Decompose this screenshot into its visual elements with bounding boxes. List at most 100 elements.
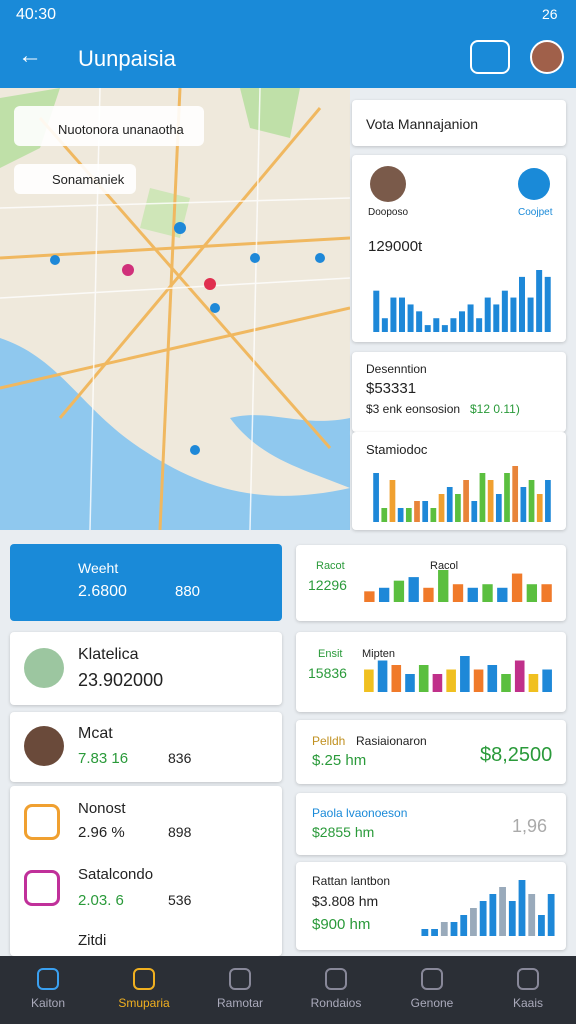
bar bbox=[438, 570, 449, 602]
bar bbox=[471, 501, 478, 522]
bar bbox=[467, 587, 478, 602]
stat-value: 129000t bbox=[368, 238, 423, 255]
bar bbox=[389, 480, 396, 522]
bar-chart bbox=[421, 880, 555, 936]
item-extra: 880 bbox=[175, 583, 201, 600]
nav-icon bbox=[133, 968, 155, 990]
bar bbox=[424, 325, 431, 332]
nav-tab[interactable]: Smuparia bbox=[96, 956, 192, 1024]
item-value: 2.6800 bbox=[78, 583, 127, 600]
action-icon[interactable] bbox=[518, 168, 550, 200]
search-card[interactable] bbox=[352, 100, 566, 146]
bar bbox=[499, 887, 506, 936]
bar bbox=[527, 297, 534, 332]
stat-note: $3 enk eonsosion bbox=[366, 402, 461, 416]
nav-label: Rondaios bbox=[310, 996, 362, 1010]
nav-tab[interactable]: Kaais bbox=[480, 956, 576, 1024]
item-value: 23.902000 bbox=[78, 670, 164, 690]
map[interactable] bbox=[0, 88, 350, 530]
bar bbox=[423, 587, 434, 602]
card-value: 15836 bbox=[308, 665, 347, 681]
item-title: Mcat bbox=[78, 725, 113, 742]
bar bbox=[405, 508, 412, 522]
nav-tab[interactable]: Rondaios bbox=[288, 956, 384, 1024]
nav-tab[interactable]: Genone bbox=[384, 956, 480, 1024]
page-title: Uunpaisia bbox=[78, 46, 176, 71]
bar bbox=[418, 665, 429, 692]
nav-label: Smuparia bbox=[118, 996, 170, 1010]
action-button[interactable] bbox=[470, 40, 510, 74]
item-title: Weeht bbox=[78, 560, 119, 576]
item-icon bbox=[24, 648, 64, 688]
bar bbox=[364, 669, 374, 692]
bar bbox=[519, 276, 525, 332]
avatar[interactable] bbox=[530, 40, 564, 74]
user-name: Dooposo bbox=[368, 207, 409, 218]
back-button[interactable]: ← bbox=[18, 42, 42, 69]
nav-tab[interactable]: Kaiton bbox=[0, 956, 96, 1024]
bar bbox=[479, 901, 487, 936]
bar bbox=[421, 929, 429, 936]
bar bbox=[446, 669, 456, 692]
map-label: Nuotonora unanaotha bbox=[58, 122, 184, 137]
bar bbox=[460, 656, 470, 692]
card-extra: $8,2500 bbox=[480, 744, 553, 766]
bar bbox=[501, 674, 511, 692]
battery: 26 bbox=[542, 6, 558, 22]
bar bbox=[407, 304, 414, 332]
bar bbox=[493, 304, 500, 332]
bar bbox=[373, 290, 380, 332]
item-value: 2.96 % bbox=[78, 824, 125, 841]
bar bbox=[479, 473, 486, 522]
bar bbox=[414, 501, 420, 522]
bar bbox=[476, 318, 483, 332]
card-value: $3.808 hm bbox=[312, 893, 379, 909]
stat-title: Stamiodoc bbox=[366, 442, 428, 457]
bar bbox=[473, 669, 484, 692]
bar bbox=[399, 297, 405, 332]
panel-title: Vota Mannajanion bbox=[366, 116, 479, 132]
bar bbox=[536, 494, 543, 522]
card-title: Racol bbox=[430, 560, 459, 572]
item-icon bbox=[24, 726, 64, 766]
action-label[interactable]: Coojpet bbox=[518, 207, 553, 218]
bar bbox=[416, 311, 423, 332]
bar bbox=[450, 922, 458, 936]
card-label: Racot bbox=[316, 560, 345, 572]
metric-card[interactable] bbox=[296, 793, 566, 855]
item-extra: 898 bbox=[168, 824, 192, 840]
bar bbox=[495, 494, 502, 522]
bar bbox=[470, 908, 477, 936]
bar bbox=[460, 915, 468, 936]
bar bbox=[512, 466, 519, 522]
card-title: Paola lvaonoeson bbox=[312, 806, 408, 820]
metric-card[interactable] bbox=[296, 720, 566, 784]
stat-card bbox=[352, 352, 566, 432]
item-title: Satalcondo bbox=[78, 866, 154, 883]
nav-label: Kaiton bbox=[30, 996, 66, 1010]
item-value: 7.83 16 bbox=[78, 750, 129, 767]
bar bbox=[390, 297, 397, 332]
bar bbox=[514, 660, 525, 692]
bar bbox=[528, 480, 535, 522]
nav-tab[interactable]: Ramotar bbox=[192, 956, 288, 1024]
card-title: Rasiaionaron bbox=[356, 734, 427, 748]
bar bbox=[497, 587, 508, 602]
nav-icon bbox=[517, 968, 539, 990]
clock: 40:30 bbox=[16, 6, 57, 23]
nav-label: Ramotar bbox=[216, 996, 263, 1010]
bar bbox=[438, 494, 445, 522]
bar bbox=[378, 587, 390, 602]
nav-icon bbox=[421, 968, 443, 990]
bar bbox=[381, 318, 388, 332]
bar bbox=[542, 669, 552, 692]
item-title: Zitdi bbox=[78, 932, 107, 949]
bar bbox=[431, 929, 438, 936]
bar-chart bbox=[364, 570, 552, 602]
bar bbox=[526, 584, 538, 602]
bar bbox=[547, 894, 555, 936]
list-item-active[interactable] bbox=[10, 544, 282, 621]
bar bbox=[408, 577, 419, 602]
bar bbox=[508, 901, 516, 936]
map-label: Sonamaniek bbox=[52, 172, 125, 187]
